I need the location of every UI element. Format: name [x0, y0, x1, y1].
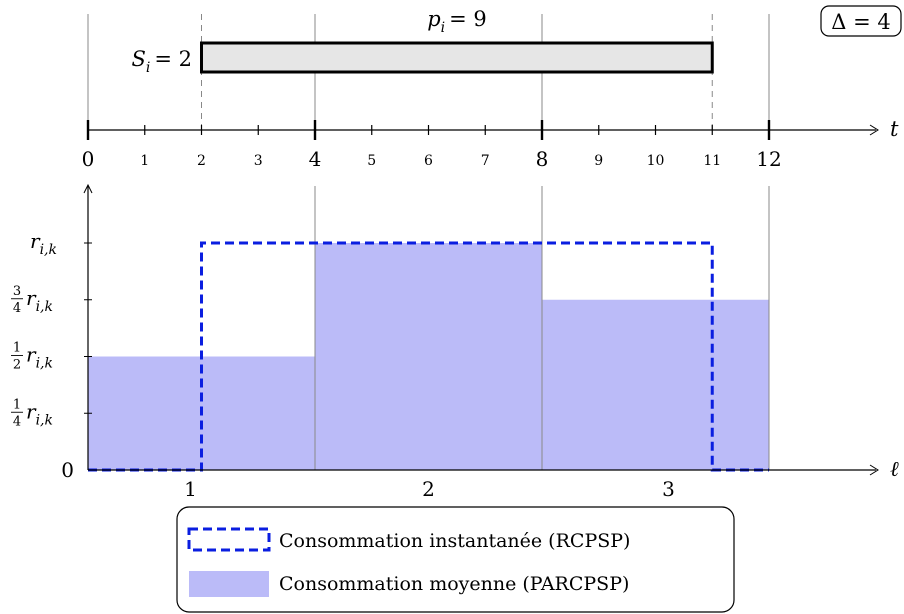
resource-axes: ℓ 0 1 4 ri,k 1 2 ri,k 3 4 ri,k ri,k 1 2 3 — [11, 183, 899, 501]
average-consumption — [88, 243, 769, 470]
duration-label: pi = 9 — [427, 7, 487, 36]
minor-tick-label: 10 — [647, 153, 665, 169]
time-axis: t 0 4 8 121 2 3 5 6 7 9 10 11 — [82, 117, 899, 171]
y-zero-label: 0 — [61, 458, 74, 482]
y-tick-label: ri,k — [30, 229, 57, 258]
y-tick-symbol: ri,k — [26, 286, 53, 315]
y-tick-label: 1 4 ri,k — [11, 397, 53, 429]
y-tick-symbol: ri,k — [30, 229, 57, 258]
major-tick-label: 12 — [756, 147, 781, 171]
minor-tick-label: 1 — [140, 153, 149, 169]
delta-badge: Δ = 4 — [820, 5, 902, 37]
fraction-denominator: 4 — [13, 414, 21, 429]
fraction-numerator: 1 — [13, 397, 21, 412]
legend-average-swatch — [189, 571, 269, 597]
fraction-numerator: 3 — [13, 284, 21, 299]
interval-label: 2 — [422, 477, 435, 501]
y-tick-label: 1 2 ri,k — [11, 341, 53, 373]
legend: Consommation instantanée (RCPSP) Consomm… — [176, 506, 735, 613]
legend-instant-label: Consommation instantanée (RCPSP) — [279, 530, 630, 552]
minor-tick-label: 7 — [481, 153, 490, 169]
interval-label: 3 — [662, 477, 675, 501]
start-label: Si = 2 — [131, 47, 192, 76]
instantaneous-consumption — [88, 241, 769, 472]
average-bar — [542, 299, 769, 470]
fraction-denominator: 4 — [13, 301, 21, 316]
y-tick-symbol: ri,k — [26, 343, 53, 372]
minor-tick-label: 9 — [594, 153, 603, 169]
legend-average-label: Consommation moyenne (PARCPSP) — [279, 573, 629, 595]
time-axis-label: t — [890, 117, 899, 141]
task-bar — [200, 41, 714, 74]
interval-axis-label: ℓ — [890, 457, 899, 481]
major-tick-label: 4 — [309, 147, 322, 171]
interval-label: 1 — [184, 477, 197, 501]
major-tick-label: 0 — [82, 147, 95, 171]
average-bar — [315, 243, 542, 470]
minor-tick-label: 3 — [254, 153, 263, 169]
delta-label: Δ = 4 — [831, 10, 890, 34]
major-tick-label: 8 — [536, 147, 549, 171]
minor-tick-label: 6 — [424, 153, 433, 169]
minor-tick-label: 2 — [197, 153, 206, 169]
y-tick-label: 3 4 ri,k — [11, 284, 53, 316]
minor-tick-label: 11 — [703, 153, 721, 169]
interval-dividers — [314, 186, 770, 470]
y-tick-symbol: ri,k — [26, 399, 53, 428]
minor-tick-label: 5 — [367, 153, 376, 169]
fraction-numerator: 1 — [13, 341, 21, 356]
legend-instant-swatch — [187, 527, 271, 552]
fraction-denominator: 2 — [13, 358, 21, 373]
